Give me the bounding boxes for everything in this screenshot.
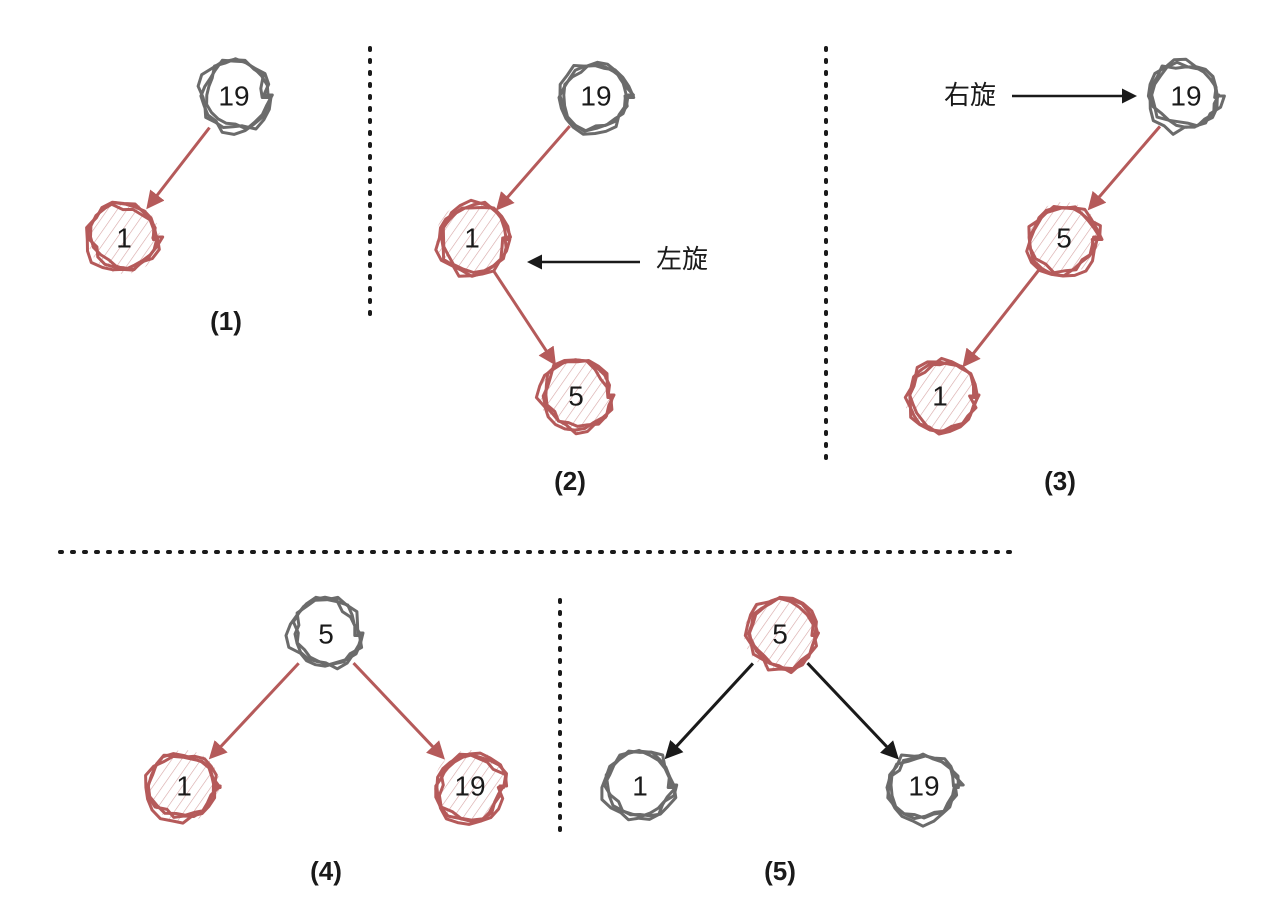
- node-label: 19: [218, 81, 249, 112]
- annotation-label: 右旋: [944, 80, 996, 110]
- tree-node: 5: [744, 597, 819, 672]
- node-label: 1: [464, 223, 480, 254]
- tree-edge: [498, 126, 569, 208]
- tree-node: 5: [286, 597, 363, 670]
- tree-node: 19: [559, 60, 634, 134]
- tree-edge: [494, 271, 554, 362]
- tree-edge: [354, 663, 443, 757]
- tree-node: 1: [87, 202, 163, 274]
- node-label: 19: [908, 771, 939, 802]
- annotation-label: 左旋: [656, 244, 708, 274]
- node-label: 19: [580, 81, 611, 112]
- tree-edge: [667, 663, 753, 756]
- panel-label: (2): [554, 466, 586, 496]
- node-label: 5: [318, 619, 334, 650]
- node-label: 1: [632, 771, 648, 802]
- tree-node: 19: [887, 750, 963, 826]
- tree-node: 19: [1148, 59, 1224, 134]
- panel-label: (5): [764, 856, 796, 886]
- tree-node: 1: [602, 750, 677, 822]
- panel-label: (3): [1044, 466, 1076, 496]
- panel-label: (4): [310, 856, 342, 886]
- tree-node: 1: [436, 200, 511, 276]
- node-label: 19: [1170, 81, 1201, 112]
- node-label: 19: [454, 771, 485, 802]
- tree-node: 5: [536, 360, 614, 434]
- tree-node: 19: [198, 59, 272, 135]
- node-label: 1: [932, 381, 948, 412]
- tree-edge: [1090, 126, 1160, 207]
- tree-edge: [211, 663, 298, 757]
- tree-edge: [965, 269, 1040, 364]
- node-label: 1: [176, 771, 192, 802]
- tree-node: 19: [434, 750, 507, 824]
- tree-edge: [808, 663, 897, 757]
- tree-node: 5: [1027, 202, 1102, 276]
- node-label: 5: [568, 381, 584, 412]
- tree-node: 1: [904, 358, 979, 434]
- panel-label: (1): [210, 306, 242, 336]
- tree-edge: [148, 128, 209, 207]
- tree-node: 1: [146, 750, 221, 823]
- diagram-canvas: 19 1 19 1 5 19 5 1 5 1 19 5 1 19 (1) (2) (3) (4) (5) 左旋 右旋: [0, 0, 1282, 922]
- node-label: 5: [772, 619, 788, 650]
- node-label: 1: [116, 223, 132, 254]
- node-label: 5: [1056, 223, 1072, 254]
